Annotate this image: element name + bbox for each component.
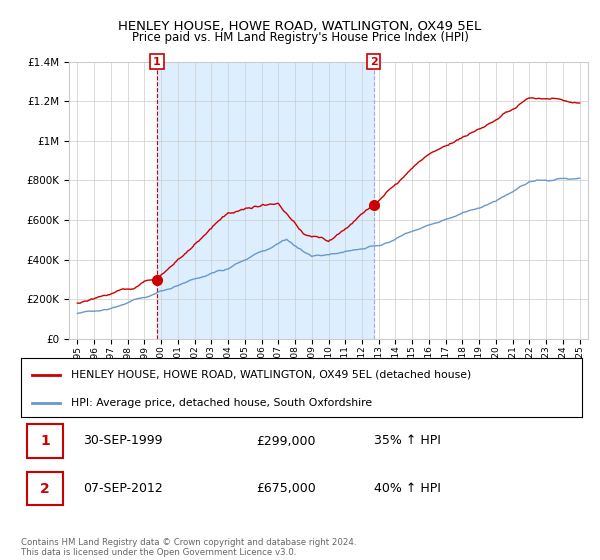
Bar [157, 62, 374, 339]
Text: 30-SEP-1999: 30-SEP-1999 [83, 435, 162, 447]
Text: 07-SEP-2012: 07-SEP-2012 [83, 482, 163, 495]
Text: 40% ↑ HPI: 40% ↑ HPI [374, 482, 442, 495]
Text: HENLEY HOUSE, HOWE ROAD, WATLINGTON, OX49 5EL (detached house): HENLEY HOUSE, HOWE ROAD, WATLINGTON, OX4… [71, 370, 472, 380]
Text: Price paid vs. HM Land Registry's House Price Index (HPI): Price paid vs. HM Land Registry's House … [131, 31, 469, 44]
Text: 2: 2 [40, 482, 50, 496]
Text: 35% ↑ HPI: 35% ↑ HPI [374, 435, 442, 447]
Text: 1: 1 [40, 434, 50, 448]
Text: 1: 1 [153, 57, 161, 67]
Text: HENLEY HOUSE, HOWE ROAD, WATLINGTON, OX49 5EL: HENLEY HOUSE, HOWE ROAD, WATLINGTON, OX4… [118, 20, 482, 32]
FancyBboxPatch shape [26, 472, 63, 505]
Text: 2: 2 [370, 57, 377, 67]
Text: Contains HM Land Registry data © Crown copyright and database right 2024.
This d: Contains HM Land Registry data © Crown c… [21, 538, 356, 557]
Text: £675,000: £675,000 [257, 482, 316, 495]
Text: HPI: Average price, detached house, South Oxfordshire: HPI: Average price, detached house, Sout… [71, 398, 373, 408]
FancyBboxPatch shape [26, 424, 63, 458]
Text: £299,000: £299,000 [257, 435, 316, 447]
